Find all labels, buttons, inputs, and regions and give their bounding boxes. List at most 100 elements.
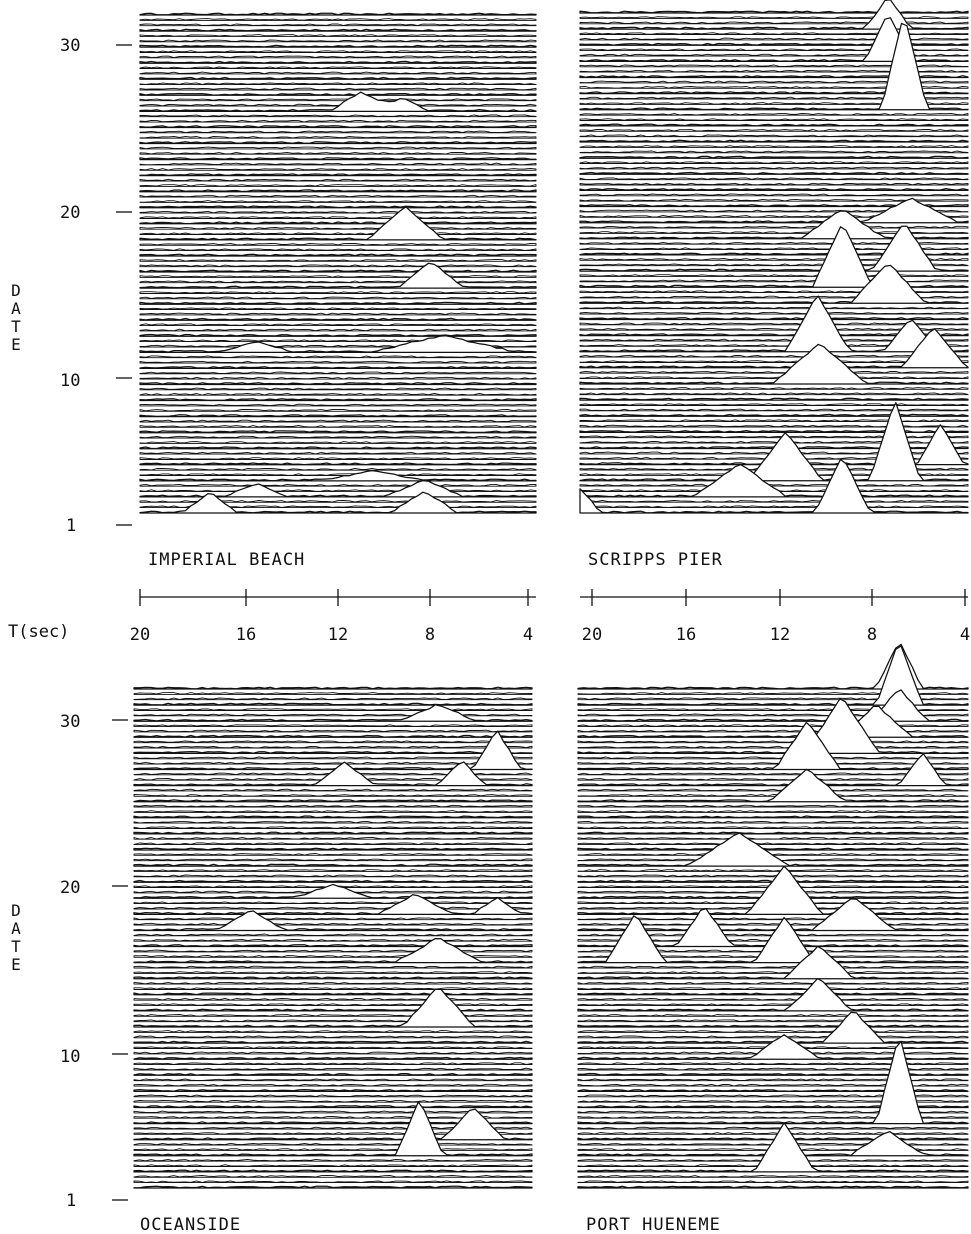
spectrum-trace: [577, 756, 969, 760]
spectrum-trace: [577, 981, 969, 985]
panel-title-oceanside: OCEANSIDE: [140, 1215, 241, 1234]
spectrum-trace: [133, 992, 533, 996]
spectrum-trace: [139, 275, 537, 278]
spectrum-trace: [133, 938, 533, 942]
spectrum-trace: [133, 965, 533, 969]
spectrum-trace: [133, 976, 533, 980]
spectrum-trace: [133, 1180, 533, 1184]
spectrum-trace: [579, 458, 969, 514]
spectrum-trace: [579, 429, 969, 434]
spectrum-trace: [139, 92, 537, 96]
spectrum-trace: [139, 178, 537, 182]
spectrum-trace: [133, 1056, 533, 1060]
spectrum-trace: [133, 734, 533, 738]
spectrum-trace: [133, 836, 533, 840]
x-tick-label: 20: [130, 625, 150, 645]
spectrum-trace: [133, 1035, 533, 1039]
spectrum-trace: [133, 1008, 533, 1012]
spectrum-trace: [577, 804, 969, 808]
spectrum-trace: [139, 414, 537, 418]
spectrum-trace: [139, 130, 537, 134]
y-axis-label-letter: E: [11, 955, 21, 974]
spectrum-trace: [577, 1034, 969, 1060]
spectrum-trace: [577, 971, 969, 974]
spectrum-trace: [139, 248, 537, 252]
spectrum-trace: [577, 1122, 969, 1173]
spectrum-trace: [133, 879, 533, 883]
x-tick-label: 4: [523, 625, 533, 645]
spectrum-trace: [139, 457, 537, 460]
spectrum-trace: [139, 376, 537, 380]
spectrum-trace: [139, 206, 537, 241]
x-tick-label: 8: [425, 625, 435, 645]
spectrum-trace: [133, 686, 533, 690]
spectrum-trace: [577, 997, 969, 1001]
spectrum-trace: [577, 689, 969, 722]
spectrum-trace: [139, 34, 537, 37]
spectrum-trace: [579, 139, 969, 143]
spectrum-trace: [577, 761, 969, 765]
spectrum-trace: [139, 483, 537, 487]
x-tick-label: 16: [236, 625, 256, 645]
spectrum-trace: [139, 355, 537, 359]
spectrum-trace: [133, 858, 533, 862]
spectrum-trace: [577, 745, 969, 749]
spectrum-trace: [133, 761, 533, 787]
x-tick-label: 12: [328, 625, 348, 645]
spectrum-trace: [579, 0, 969, 30]
spectrum-trace: [139, 479, 537, 498]
panel-scripps-pier: [579, 0, 969, 514]
spectrum-trace: [133, 944, 533, 948]
spectrum-trace: [139, 425, 537, 428]
spectrum-trace: [139, 216, 537, 219]
spectrum-trace: [577, 1062, 969, 1066]
spectrum-trace: [139, 280, 537, 284]
spectrum-trace: [139, 312, 537, 316]
spectrum-trace: [579, 231, 969, 234]
spectrum-trace: [577, 945, 969, 980]
spectrum-trace: [133, 937, 533, 964]
spectrum-trace: [133, 1099, 533, 1103]
spectrum-trace: [133, 756, 533, 760]
y-tick-label: 20: [60, 203, 80, 223]
spectrum-trace: [579, 440, 969, 444]
spectrum-trace: [133, 1185, 533, 1189]
spectrum-trace: [577, 865, 969, 916]
y-tick-label: 1: [66, 516, 76, 536]
spectrum-trace: [579, 193, 969, 197]
spectrum-trace: [139, 393, 537, 396]
y-tick-label: 30: [60, 712, 80, 732]
spectrum-trace: [139, 12, 537, 16]
spectrum-trace: [577, 729, 969, 733]
spectrum-trace: [577, 794, 969, 797]
spectrum-trace: [133, 702, 533, 706]
spectrum-trace: [133, 831, 533, 835]
spectrum-trace: [133, 847, 533, 851]
spectrum-trace: [577, 837, 969, 840]
spectrum-trace: [139, 387, 537, 391]
spectrum-trace: [133, 1019, 533, 1023]
spectrum-trace: [139, 489, 537, 493]
spectrum-trace: [133, 863, 533, 867]
spectrum-trace: [139, 23, 537, 27]
spectrum-trace: [133, 804, 533, 808]
spectrum-trace: [577, 826, 969, 829]
spectrum-trace: [139, 146, 537, 150]
spectrum-trace: [579, 112, 969, 116]
spectrum-trace: [133, 761, 533, 765]
spectrum-trace: [579, 274, 969, 277]
spectrum-trace: [579, 392, 969, 396]
spectrum-trace: [579, 419, 969, 423]
spectrum-trace: [579, 403, 969, 406]
spectrum-trace: [577, 915, 969, 964]
spectrum-trace: [139, 162, 537, 166]
spectrum-trace: [577, 810, 969, 813]
spectrum-trace: [579, 134, 969, 138]
y-tick-label: 20: [60, 878, 80, 898]
spectrum-trace: [139, 296, 537, 300]
spectrum-trace: [139, 39, 537, 43]
spectrum-trace: [577, 1132, 969, 1135]
spectrum-trace: [133, 1158, 533, 1162]
spectrum-trace: [139, 114, 537, 118]
spectrum-trace: [139, 339, 537, 343]
